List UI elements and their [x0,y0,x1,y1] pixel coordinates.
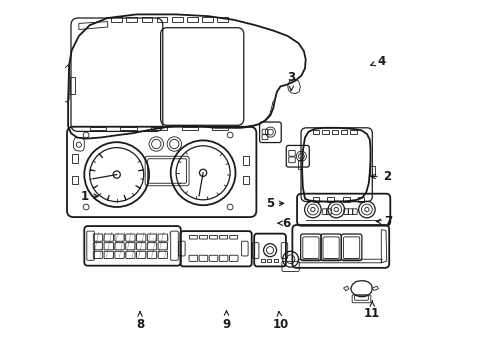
Bar [243,156,249,165]
Bar [111,17,122,22]
Bar [343,197,349,202]
Bar [273,259,277,262]
Bar [357,197,364,202]
Text: 6: 6 [278,217,289,230]
Text: 7: 7 [376,215,392,228]
Bar [141,17,152,22]
Bar [126,17,137,22]
Bar [72,176,78,184]
Bar [349,130,356,134]
Text: 11: 11 [364,301,380,320]
Bar [326,197,333,202]
Bar [217,17,227,22]
Text: 3: 3 [286,71,295,91]
Text: 1: 1 [80,190,98,203]
Bar [312,130,319,134]
Bar [243,176,249,184]
Bar [186,17,197,22]
Bar [331,130,337,134]
Text: 4: 4 [370,55,385,68]
Bar [266,259,271,262]
Bar [202,17,212,22]
Bar [322,130,328,134]
Text: 10: 10 [272,311,288,330]
Bar [340,130,347,134]
Bar [156,17,167,22]
Bar [260,259,264,262]
Text: 2: 2 [370,170,390,183]
Text: 8: 8 [136,311,144,330]
Bar [72,154,78,163]
Bar [171,17,182,22]
Text: 9: 9 [222,311,230,330]
Bar [312,197,319,202]
Text: 5: 5 [265,197,283,210]
